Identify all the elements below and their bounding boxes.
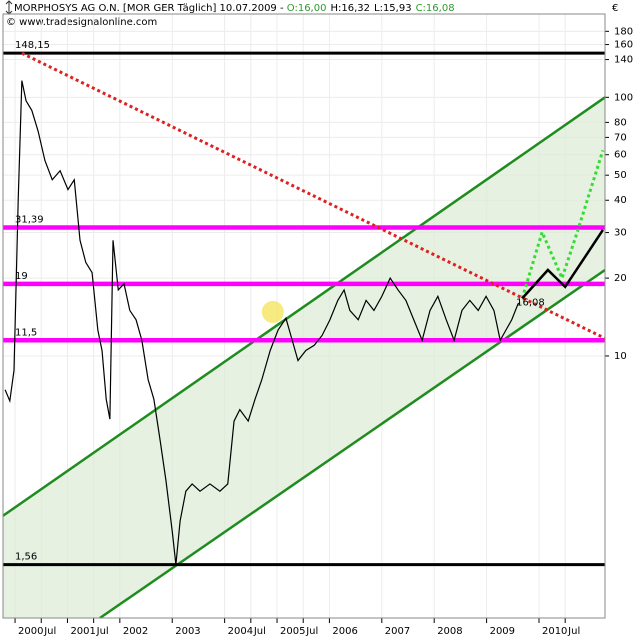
- header: MORPHOSYS AG O.N. [MOR GER Täglich] 10.0…: [14, 3, 455, 14]
- ohlc-value: L:15,93: [374, 3, 412, 14]
- x-tick-label: Jul: [305, 626, 318, 637]
- trend-line: [521, 229, 604, 300]
- x-tick-label: 2008: [437, 626, 462, 637]
- y-tick-label: 100: [614, 92, 633, 103]
- channel-line: [99, 268, 605, 618]
- y-tick-label: 40: [614, 195, 627, 206]
- plot-area: [3, 14, 605, 618]
- level-label: 11,5: [15, 327, 37, 338]
- x-tick-label: 2007: [385, 626, 410, 637]
- last-price-label: 16,08: [516, 298, 545, 309]
- ohlc-value: H:16,32: [330, 3, 370, 14]
- x-tick-label: Jul: [567, 626, 580, 637]
- level-label: 1,56: [15, 552, 37, 563]
- highlight: [261, 300, 284, 323]
- y-tick-label: 60: [614, 150, 627, 161]
- price-line: [4, 80, 521, 565]
- ohlc-value: C:16,08: [416, 3, 455, 14]
- source: © www.tradesignalonline.com: [6, 17, 157, 28]
- level-label: 148,15: [15, 40, 50, 51]
- y-tick-label: 10: [614, 351, 627, 362]
- x-tick-label: 2010: [542, 626, 567, 637]
- x-tick-label: 2005: [280, 626, 305, 637]
- x-tick-label: 2001: [70, 626, 95, 637]
- ohlc-value: O:16,00: [287, 3, 327, 14]
- y-tick-label: 30: [614, 228, 627, 239]
- ohlc: O:16,00 H:16,32 L:15,93 C:16,08: [287, 3, 455, 14]
- trend-line: [21, 51, 605, 340]
- level-label: 19: [15, 271, 28, 282]
- level-label: 31,39: [15, 214, 44, 225]
- y-tick-label: 70: [614, 132, 627, 143]
- y-tick-label: 50: [614, 170, 627, 181]
- x-tick-label: Jul: [253, 626, 266, 637]
- currency: €: [612, 3, 618, 14]
- x-tick-label: Jul: [43, 626, 56, 637]
- x-tick-label: 2009: [490, 626, 515, 637]
- x-tick-label: 2003: [175, 626, 200, 637]
- plot-frame: [2, 13, 606, 619]
- y-tick-label: 80: [614, 117, 627, 128]
- y-tick-label: 20: [614, 273, 627, 284]
- x-tick-label: 2002: [123, 626, 148, 637]
- y-tick-label: 140: [614, 55, 633, 66]
- channel-line: [3, 96, 605, 517]
- header-title: MORPHOSYS AG O.N. [MOR GER Täglich] 10.0…: [14, 3, 287, 14]
- x-tick-label: 2006: [332, 626, 357, 637]
- x-tick-label: 2000: [18, 626, 43, 637]
- x-tick-label: 2004: [228, 626, 253, 637]
- y-tick-label: 180: [614, 26, 633, 37]
- y-tick-label: 160: [614, 40, 633, 51]
- x-tick-label: Jul: [96, 626, 109, 637]
